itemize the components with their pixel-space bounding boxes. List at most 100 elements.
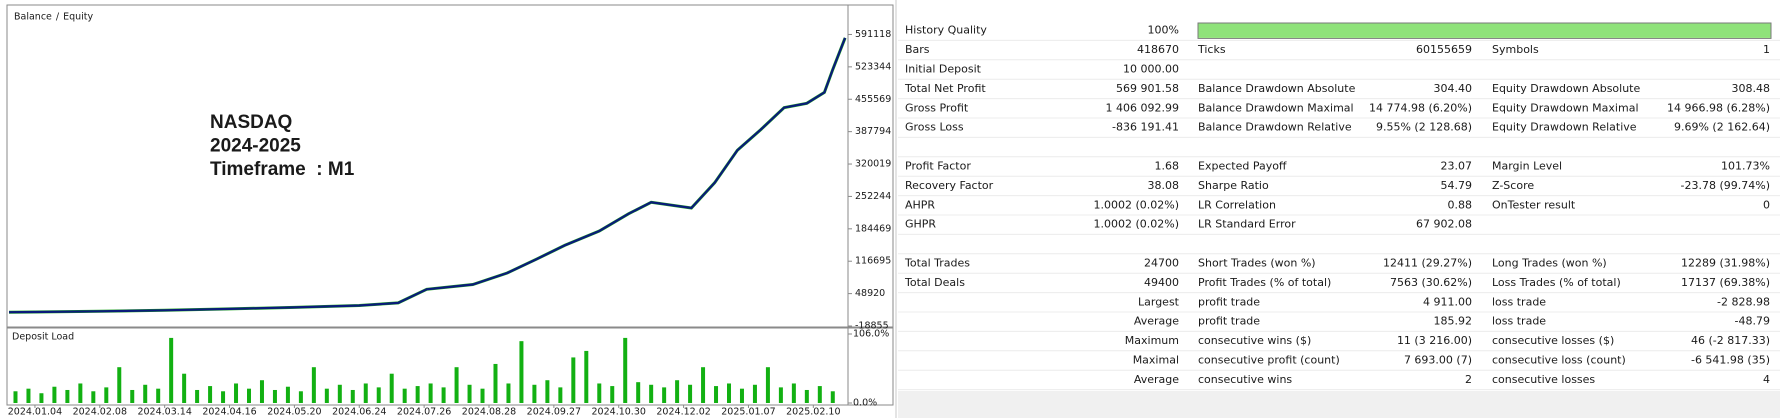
bar bbox=[324, 388, 329, 403]
report-value: 1 bbox=[1763, 43, 1770, 56]
bar bbox=[182, 373, 187, 403]
report-value: 9.55% (2 128.68) bbox=[1376, 121, 1472, 134]
bar bbox=[467, 384, 472, 403]
bar bbox=[584, 350, 589, 403]
legend-entry: Equity bbox=[63, 12, 93, 23]
y-tick-label: 320019 bbox=[855, 159, 891, 170]
report-value: 46 (-2 817.33) bbox=[1691, 334, 1770, 347]
bar bbox=[298, 391, 303, 403]
bar bbox=[545, 380, 550, 403]
bar bbox=[52, 386, 57, 403]
bar bbox=[13, 391, 18, 403]
report-label: consecutive wins bbox=[1198, 373, 1292, 386]
bar bbox=[778, 387, 783, 403]
legend-entry: Balance bbox=[14, 12, 52, 23]
report-label: loss trade bbox=[1492, 315, 1546, 328]
report-label: Balance Drawdown Maximal bbox=[1198, 101, 1354, 114]
x-tick-label: 2024.03.14 bbox=[137, 407, 191, 418]
annotation: 2024-2025 bbox=[210, 136, 301, 157]
report-value: 24700 bbox=[1144, 257, 1179, 270]
bar bbox=[337, 384, 342, 403]
report-value: 60155659 bbox=[1416, 43, 1472, 56]
report-label: Bars bbox=[905, 43, 930, 56]
y-tick-label: 184469 bbox=[855, 223, 891, 234]
report-value: Average bbox=[1134, 315, 1179, 328]
bar bbox=[688, 384, 693, 403]
bar bbox=[714, 386, 719, 403]
quality-bar bbox=[1198, 23, 1771, 38]
report-value: 54.79 bbox=[1441, 179, 1473, 192]
report-value: 67 902.08 bbox=[1416, 218, 1472, 231]
report-label: Short Trades (won %) bbox=[1198, 257, 1316, 270]
bar bbox=[623, 337, 628, 403]
x-tick-label: 2024.04.16 bbox=[202, 407, 256, 418]
bar bbox=[493, 363, 498, 403]
bar bbox=[597, 383, 602, 403]
report-label: consecutive wins ($) bbox=[1198, 334, 1311, 347]
bar bbox=[221, 391, 226, 403]
report-value: 1.0002 (0.02%) bbox=[1093, 198, 1179, 211]
x-tick-label: 2024.06.24 bbox=[332, 407, 386, 418]
report-value: 0.88 bbox=[1448, 198, 1473, 211]
report-label: Equity Drawdown Absolute bbox=[1492, 82, 1640, 95]
y-tick-label: 523344 bbox=[855, 61, 891, 72]
report-value: 12289 (31.98%) bbox=[1681, 257, 1770, 270]
bar bbox=[454, 367, 459, 403]
bar bbox=[662, 387, 667, 403]
bar bbox=[558, 387, 563, 403]
report-label: Gross Loss bbox=[905, 121, 964, 134]
y-tick-label: 48920 bbox=[855, 288, 885, 299]
report-label: LR Correlation bbox=[1198, 198, 1276, 211]
bar bbox=[389, 373, 394, 403]
y-tick-label: 387794 bbox=[855, 126, 891, 137]
load-panel bbox=[6, 327, 894, 406]
report-value: 185.92 bbox=[1434, 315, 1473, 328]
y-tick-label: 455569 bbox=[855, 94, 891, 105]
x-tick-label: 2025.02.10 bbox=[786, 407, 840, 418]
report-label: Expected Payoff bbox=[1198, 160, 1287, 173]
report-label: Recovery Factor bbox=[905, 179, 994, 192]
report-value: 11 (3 216.00) bbox=[1397, 334, 1472, 347]
report-value: 14 774.98 (6.20%) bbox=[1369, 101, 1472, 114]
report-label: Balance Drawdown Absolute bbox=[1198, 82, 1356, 95]
report-value: 101.73% bbox=[1721, 160, 1770, 173]
report-value: 7563 (30.62%) bbox=[1390, 276, 1472, 289]
report-value: 418670 bbox=[1137, 43, 1179, 56]
report-label: AHPR bbox=[905, 198, 935, 211]
annotation: NASDAQ bbox=[210, 112, 292, 133]
report-value: 100% bbox=[1148, 24, 1179, 37]
bar bbox=[169, 337, 174, 403]
bar bbox=[571, 357, 576, 403]
report-value: 49400 bbox=[1144, 276, 1179, 289]
report-label: Total Net Profit bbox=[904, 82, 986, 95]
bar bbox=[727, 383, 731, 403]
bar bbox=[104, 387, 109, 403]
bar bbox=[804, 389, 809, 403]
bar bbox=[234, 383, 239, 403]
bar bbox=[649, 384, 654, 403]
report-label: consecutive profit (count) bbox=[1198, 354, 1340, 367]
report-label: History Quality bbox=[905, 24, 987, 37]
report-footer bbox=[898, 391, 1780, 418]
bar bbox=[26, 388, 31, 403]
report-label: Long Trades (won %) bbox=[1492, 257, 1607, 270]
report-value: Average bbox=[1134, 373, 1179, 386]
x-tick-label: 2024.05.20 bbox=[267, 407, 321, 418]
bar bbox=[130, 389, 135, 403]
bar bbox=[739, 388, 744, 403]
bar bbox=[519, 341, 524, 403]
report-value: -836 191.41 bbox=[1112, 121, 1179, 134]
report-value: 308.48 bbox=[1732, 82, 1771, 95]
chart-title: Deposit Load bbox=[12, 332, 74, 343]
report-label: profit trade bbox=[1198, 315, 1260, 328]
report-value: -6 541.98 (35) bbox=[1691, 354, 1770, 367]
report-label: Equity Drawdown Maximal bbox=[1492, 101, 1639, 114]
report-label: Balance Drawdown Relative bbox=[1198, 121, 1352, 134]
bar bbox=[506, 383, 511, 403]
bar bbox=[675, 380, 680, 403]
report-label: loss trade bbox=[1492, 295, 1546, 308]
report-value: 1.0002 (0.02%) bbox=[1093, 218, 1179, 231]
bar bbox=[752, 384, 757, 403]
report-label: Gross Profit bbox=[905, 101, 969, 114]
y-tick-label: 0.0% bbox=[853, 398, 877, 409]
